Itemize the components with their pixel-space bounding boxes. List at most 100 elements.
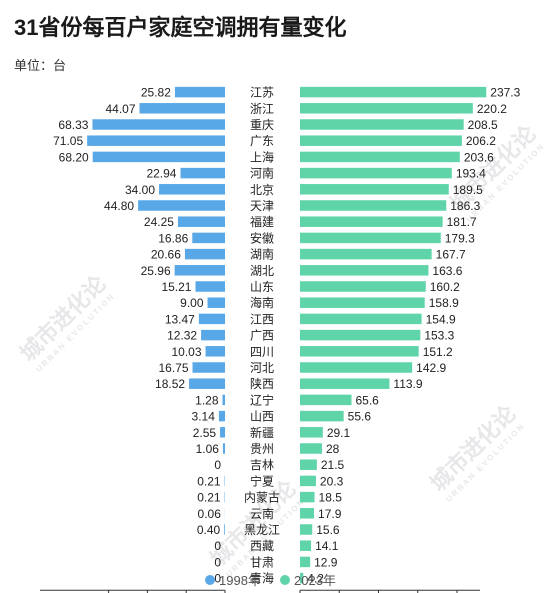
bar-2023: [300, 232, 441, 244]
data-label-1998: 15.21: [161, 280, 191, 294]
bar-2023: [300, 427, 323, 438]
category-label: 山西: [250, 410, 274, 424]
data-label-2023: 12.9: [314, 555, 338, 569]
category-label: 宁夏: [250, 473, 274, 488]
data-label-1998: 44.80: [104, 199, 134, 213]
bar-1998: [207, 297, 225, 308]
category-label: 青海: [250, 571, 274, 586]
data-label-1998: 20.66: [151, 248, 181, 262]
bar-1998: [159, 184, 225, 195]
bar-2023: [300, 362, 413, 373]
bar-1998: [87, 135, 226, 146]
category-label: 江苏: [250, 86, 274, 100]
category-label: 山东: [250, 280, 274, 294]
category-label: 重庆: [250, 118, 274, 132]
bar-2023: [300, 313, 422, 325]
data-label-1998: 0.40: [197, 523, 221, 537]
category-label: 北京: [250, 183, 274, 197]
bar-2023: [300, 524, 313, 535]
data-label-2023: 167.7: [436, 248, 466, 262]
category-label: 黑龙江: [244, 523, 280, 537]
bar-1998: [222, 394, 225, 406]
data-label-1998: 22.94: [146, 167, 176, 181]
bar-2023: [300, 135, 462, 146]
bar-2023: [300, 103, 473, 114]
bar-1998: [198, 313, 225, 325]
bar-1998: [174, 86, 225, 98]
category-label: 福建: [250, 214, 274, 229]
category-label: 广西: [250, 329, 274, 343]
bar-2023: [300, 297, 425, 308]
data-label-2023: 181.7: [447, 215, 477, 229]
bar-1998: [92, 151, 225, 163]
bar-1998: [180, 167, 225, 179]
data-label-1998: 25.96: [141, 264, 171, 278]
bar-1998: [201, 329, 225, 341]
data-label-2023: 163.6: [432, 264, 462, 278]
data-label-2023: 151.2: [423, 345, 453, 359]
bar-2023: [300, 248, 432, 260]
data-label-1998: 13.47: [165, 312, 195, 326]
data-label-1998: 0: [214, 572, 221, 586]
data-label-1998: 0: [214, 555, 221, 569]
data-label-1998: 68.33: [58, 118, 88, 132]
bar-1998: [138, 200, 225, 211]
bar-1998: [220, 427, 225, 438]
data-label-2023: 179.3: [445, 231, 475, 245]
legend-label-2023: 2023年: [294, 573, 336, 588]
data-label-1998: 68.20: [59, 150, 89, 164]
bar-1998: [192, 362, 225, 373]
category-label: 贵州: [250, 442, 274, 456]
data-label-2023: 189.5: [453, 183, 483, 197]
bar-1998: [139, 103, 225, 114]
bar-2023: [300, 540, 312, 551]
data-label-1998: 24.25: [144, 215, 174, 229]
data-label-1998: 0: [214, 458, 221, 472]
bar-2023: [300, 167, 452, 179]
data-label-1998: 0: [214, 539, 221, 553]
data-label-1998: 9.00: [180, 296, 204, 310]
category-label: 河南: [250, 166, 274, 181]
data-label-1998: 2.55: [193, 426, 217, 440]
data-label-2023: 237.3: [490, 86, 520, 100]
data-label-2023: 65.6: [355, 393, 379, 407]
bar-2023: [300, 410, 344, 422]
data-label-2023: 186.3: [450, 199, 480, 213]
data-label-2023: 142.9: [416, 361, 446, 375]
data-label-1998: 16.86: [158, 231, 188, 245]
data-label-2023: 28: [326, 442, 340, 456]
data-label-2023: 158.9: [429, 296, 459, 310]
legend-item-2023: 2023年: [280, 570, 336, 589]
category-label: 天津: [250, 199, 274, 213]
data-label-2023: 4.2: [307, 572, 324, 586]
bar-2023: [300, 394, 352, 406]
data-label-1998: 34.00: [125, 183, 155, 197]
data-label-2023: 29.1: [327, 426, 351, 440]
data-label-2023: 14.1: [315, 539, 339, 553]
data-label-2023: 220.2: [477, 102, 507, 116]
category-label: 广东: [250, 134, 274, 148]
bar-2023: [300, 556, 311, 568]
data-label-2023: 203.6: [464, 150, 494, 164]
data-label-1998: 0.21: [197, 474, 221, 488]
data-label-1998: 1.28: [195, 393, 219, 407]
data-label-1998: 18.52: [155, 377, 185, 391]
category-label: 安徽: [250, 230, 274, 245]
data-label-2023: 15.6: [316, 523, 340, 537]
bar-1998: [222, 443, 225, 454]
category-label: 浙江: [250, 102, 274, 116]
category-label: 湖南: [250, 247, 274, 262]
category-label: 湖北: [250, 263, 274, 278]
data-label-2023: 208.5: [468, 118, 498, 132]
data-label-1998: 0.21: [197, 491, 221, 505]
category-label: 新疆: [250, 425, 274, 440]
bar-2023: [300, 346, 419, 357]
data-label-2023: 20.3: [320, 474, 344, 488]
data-label-2023: 206.2: [466, 134, 496, 148]
category-label: 甘肃: [250, 555, 274, 569]
bar-1998: [218, 410, 225, 422]
bar-2023: [300, 216, 443, 227]
category-label: 辽宁: [250, 392, 274, 407]
data-label-1998: 12.32: [167, 329, 197, 343]
